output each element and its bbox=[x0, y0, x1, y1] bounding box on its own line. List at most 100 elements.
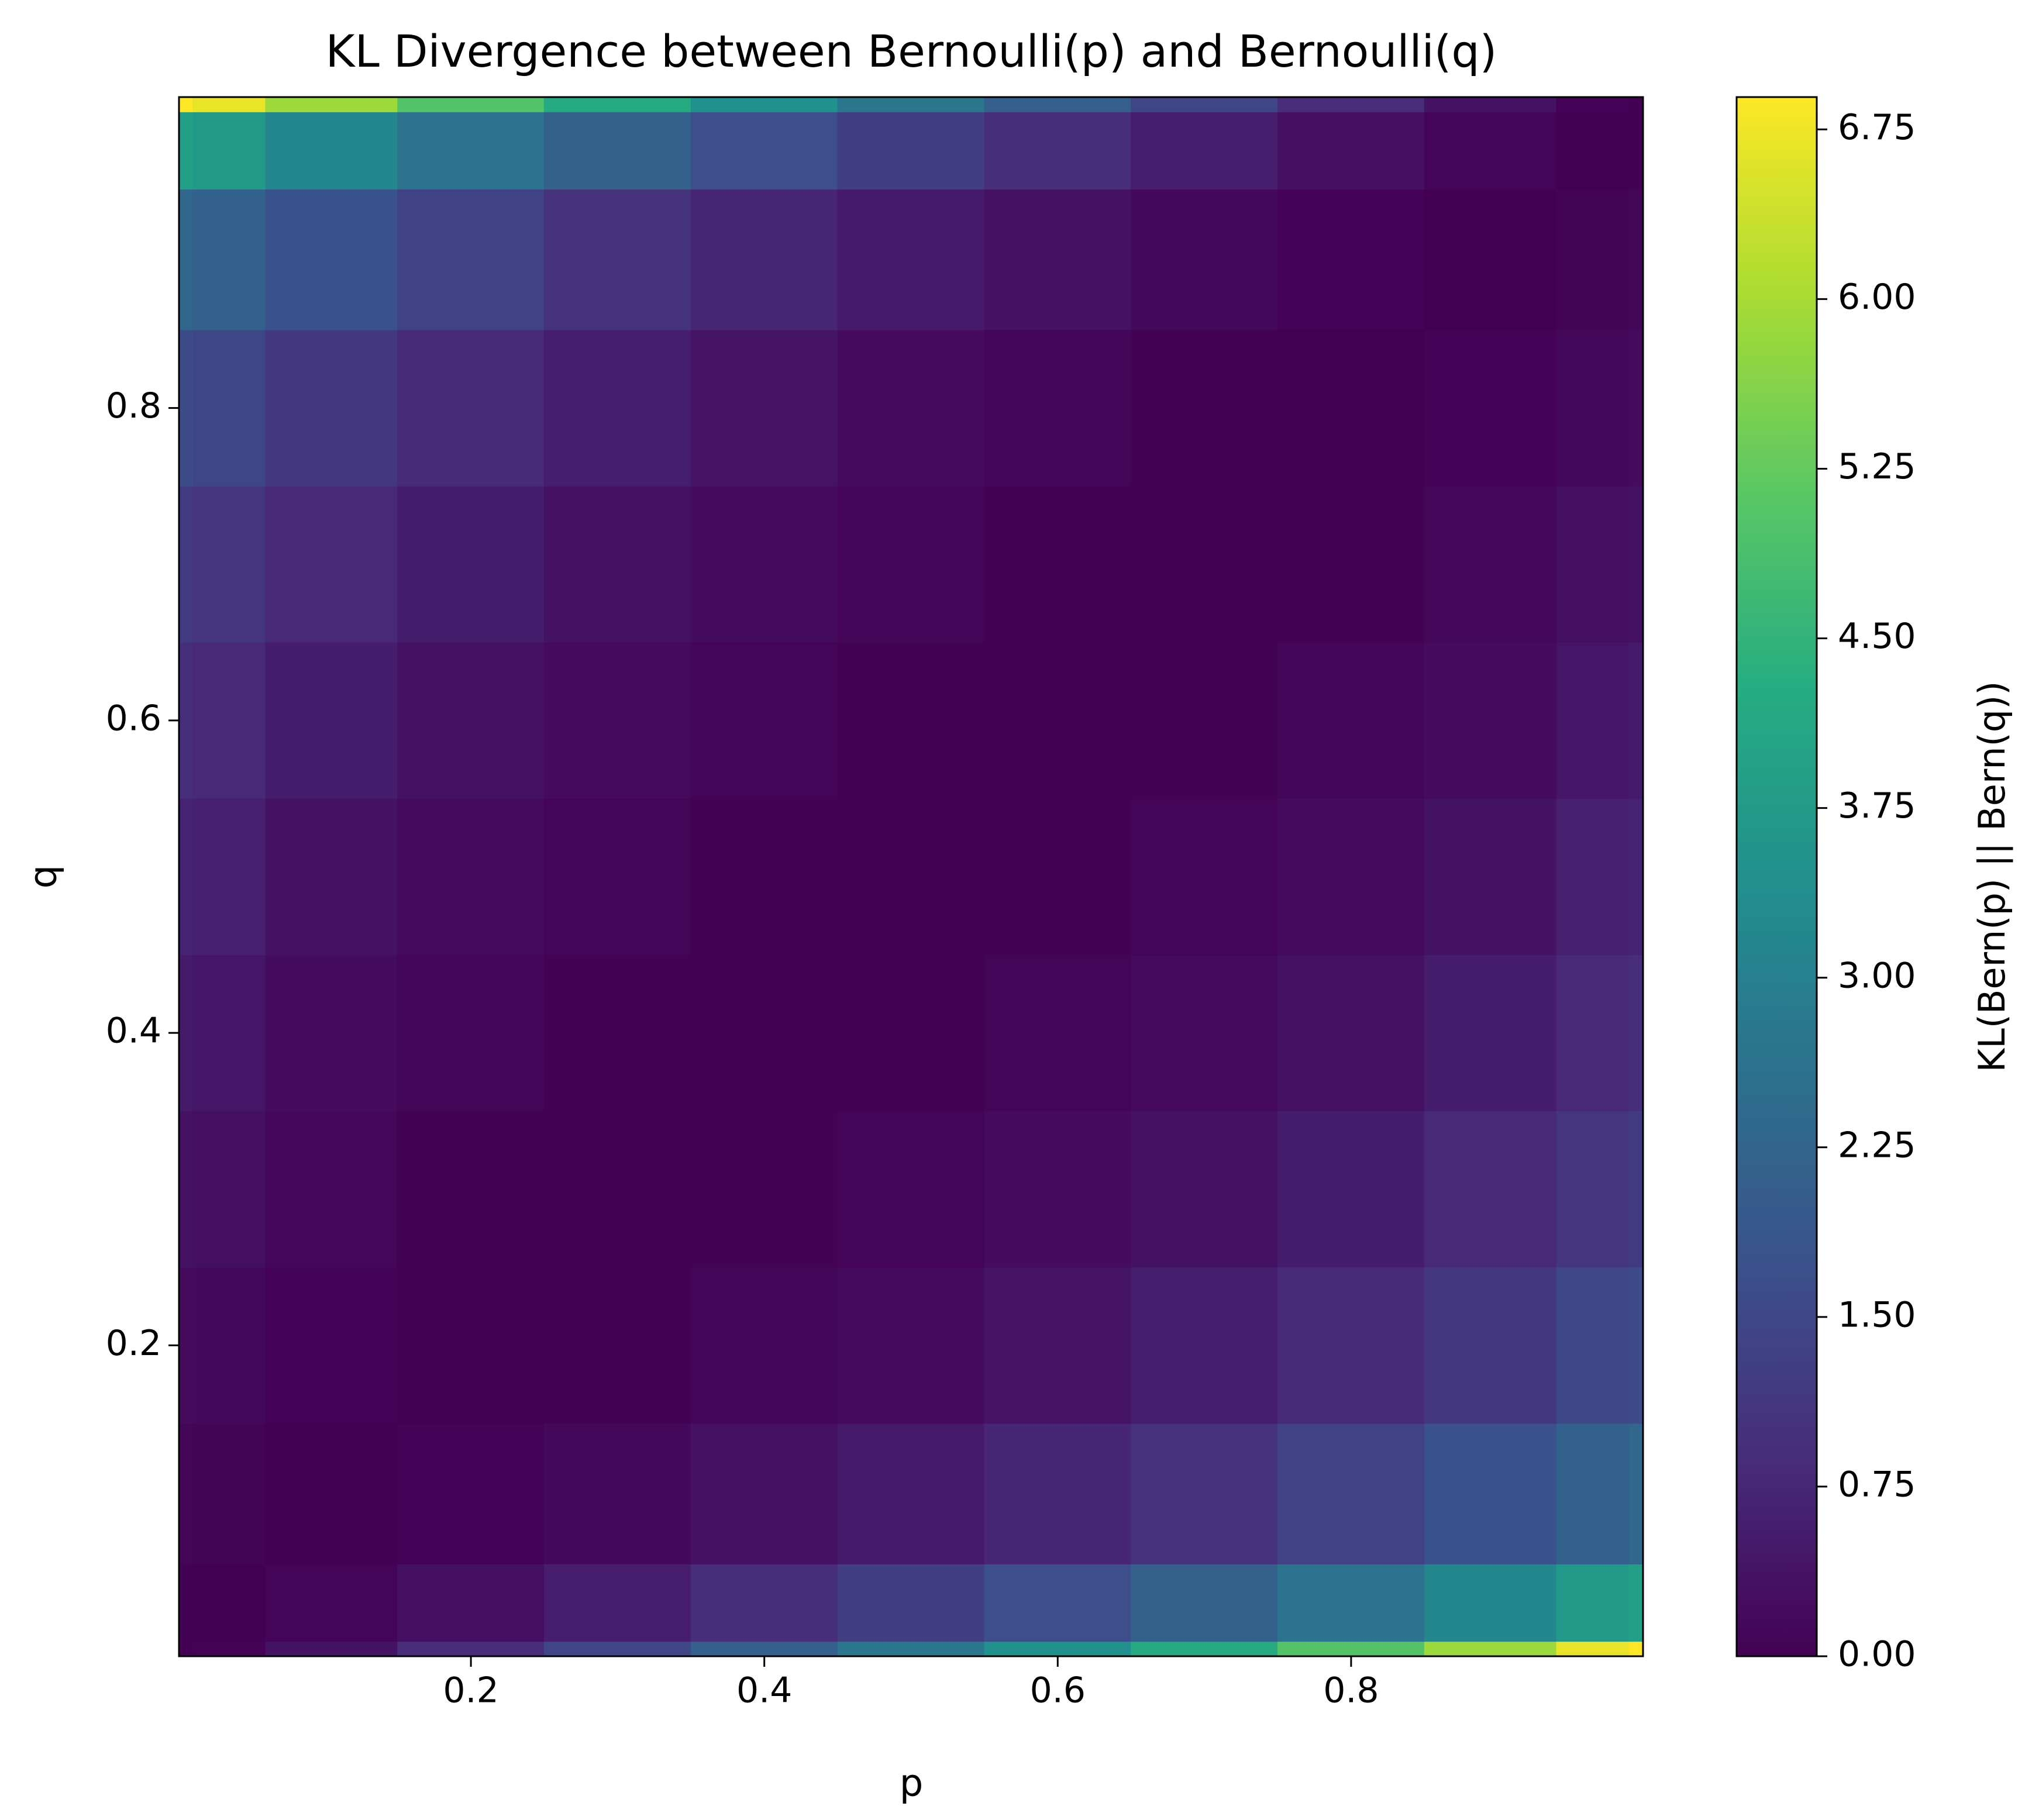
heatmap-cell bbox=[178, 189, 194, 330]
heatmap-cell bbox=[1628, 111, 1644, 190]
heatmap-cell bbox=[1628, 954, 1644, 1112]
colorbar-tick-label: 6.00 bbox=[1838, 277, 1916, 318]
heatmap-cell bbox=[1556, 954, 1630, 1112]
heatmap-cell bbox=[1556, 96, 1630, 112]
heatmap-cell bbox=[837, 485, 985, 643]
heatmap-cell bbox=[543, 954, 691, 1112]
heatmap-cell bbox=[192, 189, 266, 330]
heatmap-cell bbox=[837, 1111, 985, 1268]
heatmap-cell bbox=[984, 96, 1132, 112]
heatmap-cell bbox=[984, 642, 1132, 799]
heatmap-cell bbox=[397, 1563, 545, 1642]
heatmap-cell bbox=[543, 642, 691, 799]
heatmap-cell bbox=[265, 485, 398, 643]
heatmap-cell bbox=[1131, 1111, 1279, 1268]
heatmap-cell bbox=[690, 1563, 838, 1642]
heatmap-cell bbox=[397, 798, 545, 956]
heatmap-cell bbox=[178, 798, 194, 956]
heatmap-cell bbox=[265, 1641, 398, 1657]
heatmap-cell bbox=[543, 1423, 691, 1564]
heatmap-cell bbox=[1277, 1641, 1425, 1657]
heatmap-cell bbox=[178, 96, 194, 112]
heatmap-cell bbox=[1556, 1423, 1630, 1564]
colorbar-tick-label: 3.00 bbox=[1838, 955, 1916, 996]
heatmap-cell bbox=[837, 1641, 985, 1657]
heatmap-cell bbox=[178, 1111, 194, 1268]
heatmap-cell bbox=[1424, 1641, 1557, 1657]
colorbar-tick-label: 5.25 bbox=[1838, 446, 1916, 487]
heatmap-cell bbox=[543, 1267, 691, 1424]
heatmap-cell bbox=[543, 111, 691, 190]
heatmap-cell bbox=[1131, 1563, 1279, 1642]
heatmap-cell bbox=[178, 111, 194, 190]
heatmap-cell bbox=[178, 485, 194, 643]
heatmap-cell bbox=[837, 1563, 985, 1642]
heatmap-cell bbox=[543, 798, 691, 956]
heatmap-cell bbox=[1277, 485, 1425, 643]
heatmap-cell bbox=[837, 798, 985, 956]
heatmap-cell bbox=[1628, 1423, 1644, 1564]
heatmap-cell bbox=[1277, 1563, 1425, 1642]
heatmap-cell bbox=[690, 485, 838, 643]
heatmap-cell bbox=[1628, 798, 1644, 956]
heatmap-cell bbox=[837, 329, 985, 487]
heatmap-cell bbox=[178, 954, 194, 1112]
heatmap-cell bbox=[690, 1423, 838, 1564]
colorbar-tick-label: 6.75 bbox=[1838, 107, 1916, 148]
heatmap-cell bbox=[1424, 1267, 1557, 1424]
heatmap-cell bbox=[1556, 798, 1630, 956]
heatmap-cell bbox=[1628, 485, 1644, 643]
heatmap-cell bbox=[265, 1563, 398, 1642]
heatmap-cell bbox=[1131, 1423, 1279, 1564]
heatmap-cell bbox=[192, 1641, 266, 1657]
heatmap-cell bbox=[192, 1423, 266, 1564]
heatmap-cell bbox=[397, 329, 545, 487]
heatmap-cell bbox=[1424, 642, 1557, 799]
heatmap-cell bbox=[1556, 1641, 1630, 1657]
heatmap-cell bbox=[543, 1641, 691, 1657]
heatmap-cell bbox=[192, 798, 266, 956]
heatmap-cell bbox=[984, 1563, 1132, 1642]
plot-frame bbox=[178, 96, 1644, 1657]
heatmap-cell bbox=[192, 1111, 266, 1268]
colorbar-tick-label: 0.75 bbox=[1838, 1464, 1916, 1505]
x-tick-label: 0.4 bbox=[736, 1670, 792, 1711]
heatmap-cell bbox=[1424, 189, 1557, 330]
colorbar-tick-label: 2.25 bbox=[1838, 1125, 1916, 1166]
heatmap-cell bbox=[1277, 111, 1425, 190]
heatmap-cell bbox=[984, 1641, 1132, 1657]
heatmap-cell bbox=[984, 1267, 1132, 1424]
heatmap-cell bbox=[178, 1423, 194, 1564]
heatmap-cell bbox=[1277, 954, 1425, 1112]
colorbar bbox=[1735, 96, 1818, 1657]
heatmap-cell bbox=[1277, 1267, 1425, 1424]
heatmap-cell bbox=[1277, 189, 1425, 330]
heatmap-cell bbox=[543, 1563, 691, 1642]
heatmap-cell bbox=[1131, 329, 1279, 487]
heatmap-cell bbox=[178, 642, 194, 799]
heatmap-cell bbox=[690, 642, 838, 799]
heatmap-cell bbox=[690, 1111, 838, 1268]
heatmap-cell bbox=[178, 1267, 194, 1424]
heatmap-cell bbox=[1628, 1267, 1644, 1424]
colorbar-tick-label: 0.00 bbox=[1838, 1634, 1916, 1675]
heatmap-cell bbox=[1131, 189, 1279, 330]
heatmap-cell bbox=[397, 189, 545, 330]
heatmap-cell bbox=[397, 642, 545, 799]
heatmap-cell bbox=[397, 1423, 545, 1564]
heatmap-cell bbox=[1131, 96, 1279, 112]
y-axis-label: q bbox=[22, 865, 66, 889]
heatmap-cell bbox=[192, 485, 266, 643]
heatmap-cell bbox=[837, 1267, 985, 1424]
heatmap-cell bbox=[1424, 485, 1557, 643]
heatmap bbox=[178, 96, 1644, 1657]
colorbar-label: KL(Bern(p) || Bern(q)) bbox=[1971, 681, 2014, 1073]
heatmap-cell bbox=[837, 954, 985, 1112]
heatmap-cell bbox=[1628, 329, 1644, 487]
heatmap-cell bbox=[1131, 111, 1279, 190]
heatmap-cell bbox=[1556, 1111, 1630, 1268]
y-tick-label: 0.6 bbox=[106, 698, 161, 739]
colorbar-tick-label: 3.75 bbox=[1838, 785, 1916, 826]
heatmap-cell bbox=[1424, 798, 1557, 956]
